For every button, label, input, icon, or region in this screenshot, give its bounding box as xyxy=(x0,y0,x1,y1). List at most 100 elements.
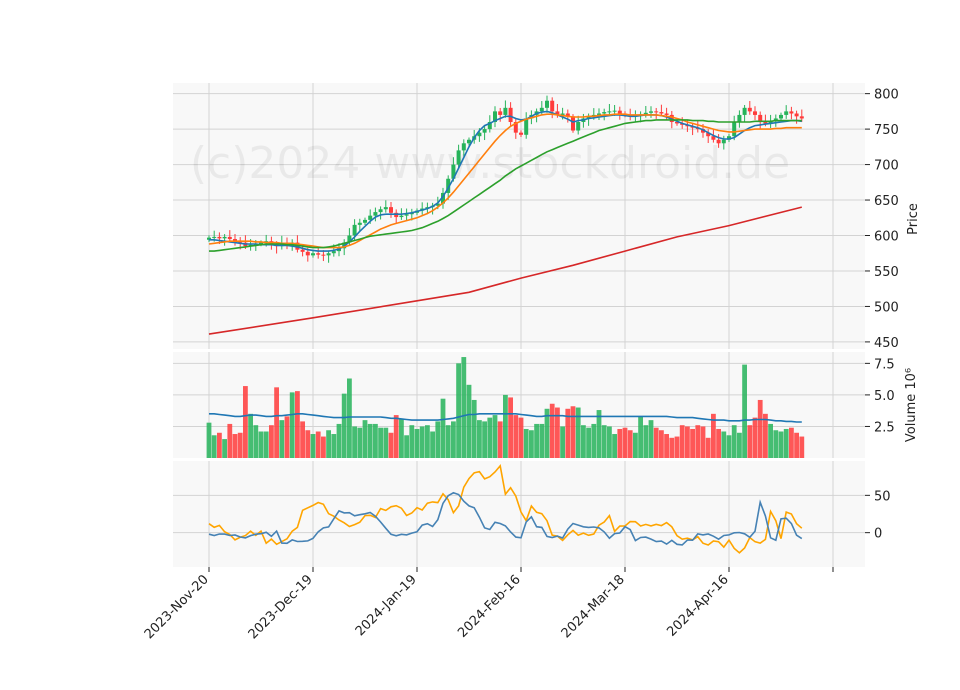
candle-body xyxy=(451,164,456,179)
volume-bar xyxy=(414,428,420,458)
volume-bar xyxy=(227,423,233,458)
volume-bar xyxy=(794,432,799,458)
volume-bar xyxy=(555,407,560,458)
y-tick-label: 7.5 xyxy=(874,357,895,372)
volume-bar xyxy=(399,418,404,458)
volume-bar xyxy=(570,406,576,458)
candle-body xyxy=(352,224,357,236)
volume-bar xyxy=(409,425,415,458)
volume-bar xyxy=(419,426,425,458)
candle-body xyxy=(737,114,742,123)
candle-body xyxy=(711,136,716,140)
candle-body xyxy=(649,111,653,113)
volume-bar xyxy=(544,408,550,458)
volume-bar xyxy=(747,425,753,458)
volume-bar xyxy=(300,421,305,458)
volume-bar xyxy=(778,431,784,458)
volume-bar xyxy=(622,427,628,458)
candle-body xyxy=(607,111,612,113)
volume-bar xyxy=(232,434,238,458)
y-tick-label: 0 xyxy=(874,527,882,542)
candle-body xyxy=(545,100,549,108)
candle-body xyxy=(446,178,451,193)
volume-bar xyxy=(617,428,623,458)
volume-bar xyxy=(539,423,545,458)
candle-body xyxy=(571,116,575,131)
x-tick-label: 2024-Apr-16 xyxy=(664,572,731,639)
volume-bar xyxy=(425,425,430,458)
volume-bar xyxy=(674,436,680,458)
volume-bar xyxy=(575,407,581,458)
volume-bar xyxy=(347,378,352,458)
candle-body xyxy=(217,236,222,239)
volume-bar xyxy=(757,399,763,458)
volume-bar xyxy=(705,437,711,458)
candle-body xyxy=(565,113,570,117)
volume-bar xyxy=(237,432,243,458)
volume-bar xyxy=(508,397,513,458)
volume-bar xyxy=(445,425,451,458)
x-tick-label: 2024-Feb-16 xyxy=(455,572,524,641)
volume-bar xyxy=(638,416,643,458)
volume-bar xyxy=(373,423,378,458)
ma-200-line xyxy=(208,206,802,335)
candle-body xyxy=(347,235,352,243)
volume-bar xyxy=(763,413,768,458)
candle-body xyxy=(300,249,305,252)
candle-body xyxy=(441,192,445,204)
candle-body xyxy=(493,111,497,123)
candle-body xyxy=(560,113,565,115)
candle-body xyxy=(602,112,607,114)
volume-bar xyxy=(513,415,519,458)
volume-bar xyxy=(560,426,565,458)
volume-bar xyxy=(607,426,612,458)
volume-bar xyxy=(549,403,555,458)
x-tick-label: 2024-Jan-19 xyxy=(353,572,420,639)
volume-bar xyxy=(664,434,669,458)
y-tick-label: 50 xyxy=(874,489,891,504)
ma-short-line xyxy=(209,110,802,252)
volume-bar xyxy=(529,430,534,458)
candle-body xyxy=(435,203,440,206)
volume-bar xyxy=(383,427,389,458)
oscillator-slow-line xyxy=(208,463,803,554)
x-tick-label: 2023-Nov-20 xyxy=(142,572,212,642)
volume-bar xyxy=(721,431,727,458)
volume-bar xyxy=(679,425,685,458)
volume-bar xyxy=(217,432,222,458)
candle-body xyxy=(555,111,560,115)
volume-bar xyxy=(492,415,498,458)
candle-body xyxy=(716,139,721,144)
candle-body xyxy=(597,113,601,115)
volume-bar xyxy=(206,422,212,458)
candle-body xyxy=(539,107,544,112)
volume-bar xyxy=(690,428,695,458)
candle-body xyxy=(701,129,705,133)
volume-bar xyxy=(253,425,259,458)
candle-body xyxy=(487,122,492,130)
volume-bar xyxy=(503,394,508,458)
oscillator-panel-bg xyxy=(173,461,865,567)
volume-bar xyxy=(461,357,467,458)
volume-bar xyxy=(378,427,383,458)
volume-bar xyxy=(456,363,461,458)
volume-bar xyxy=(362,420,368,458)
volume-bar xyxy=(783,428,789,458)
volume-bar xyxy=(367,423,373,458)
volume-bar xyxy=(393,415,399,458)
volume-bar xyxy=(752,417,758,458)
volume-bar xyxy=(669,437,675,458)
volume-bar xyxy=(321,436,326,458)
volume-bar xyxy=(326,430,331,458)
volume-bar xyxy=(789,427,794,458)
volume-bar xyxy=(357,427,363,458)
candle-body xyxy=(316,253,321,255)
candle-body xyxy=(576,122,581,131)
volume-bar xyxy=(601,425,607,458)
volume-bar xyxy=(315,431,321,458)
candle-body xyxy=(773,118,778,121)
candle-body xyxy=(550,100,555,112)
volume-ma-line xyxy=(209,413,802,423)
volume-bar xyxy=(731,425,737,458)
